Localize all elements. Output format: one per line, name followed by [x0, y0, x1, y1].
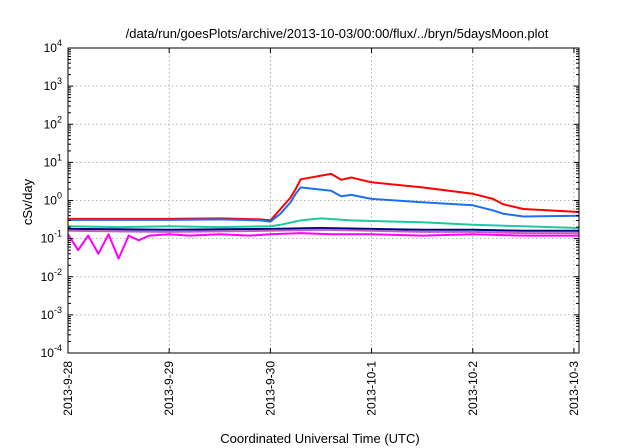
x-tick-label: 2013-9-29	[162, 361, 176, 416]
y-tick-label: 102	[44, 114, 62, 131]
series-line-5	[67, 227, 579, 232]
grid-lines	[67, 48, 579, 353]
y-tick-label: 101	[44, 152, 62, 169]
y-tick-label: 100	[44, 191, 62, 208]
x-tick-label: 2013-9-28	[61, 361, 75, 416]
y-tick-label: 10-4	[41, 343, 62, 360]
y-tick-label: 10-3	[41, 305, 62, 322]
y-tick-label: 10-1	[41, 229, 62, 246]
x-tick-label: 2013-10-2	[466, 361, 480, 416]
x-tick-label: 2013-10-3	[567, 361, 581, 416]
series-line-4	[67, 217, 580, 229]
series-line-1	[67, 232, 579, 260]
axis-ticks: 10-4 10-3 10-2 10-1 100 101 102 103 104 2013-9-28…	[41, 38, 581, 416]
y-tick-label: 10-2	[41, 267, 62, 284]
x-tick-label: 2013-9-30	[263, 361, 277, 416]
y-tick-label: 103	[44, 76, 62, 93]
chart-title: /data/run/goesPlots/archive/2013-10-03/0…	[126, 26, 549, 41]
y-axis-label: cSv/day	[20, 178, 35, 225]
series-line-3	[68, 186, 580, 223]
series-group	[67, 172, 580, 260]
series-line-6	[67, 228, 579, 235]
y-tick-label: 104	[44, 38, 62, 55]
x-axis-label: Coordinated Universal Time (UTC)	[220, 431, 419, 446]
x-tick-label: 2013-10-1	[365, 361, 379, 416]
